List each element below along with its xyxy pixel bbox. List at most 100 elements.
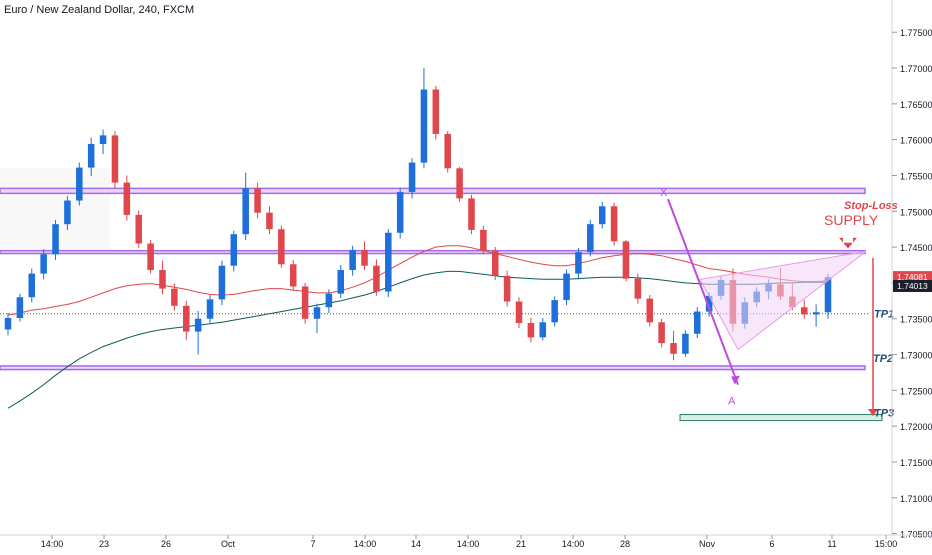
x-tick-label: 11 xyxy=(827,539,836,549)
x-tick-label: 6 xyxy=(769,539,774,549)
y-tick-label: 1.76500 xyxy=(900,100,932,110)
y-tick-label: 1.71000 xyxy=(900,494,932,504)
y-tick-label: 1.73000 xyxy=(900,351,932,361)
candle-body xyxy=(28,273,36,298)
candle-body xyxy=(278,229,285,265)
candle-body xyxy=(206,299,214,319)
candle-body xyxy=(456,168,463,199)
candle-body xyxy=(147,243,154,271)
candle-body xyxy=(408,162,416,192)
y-tick-label: 1.75000 xyxy=(900,207,932,217)
candle-body xyxy=(634,278,642,299)
candle-body xyxy=(64,200,71,225)
xa-leg xyxy=(667,198,739,385)
supply-label: SUPPLY xyxy=(824,212,879,228)
candle-body xyxy=(444,133,451,169)
candle-body xyxy=(16,297,24,318)
x-tick-label: 26 xyxy=(161,539,171,549)
tp3-label: TP3 xyxy=(874,408,894,420)
candle-body xyxy=(4,318,12,330)
candle-body xyxy=(468,198,475,230)
candle-body xyxy=(301,286,309,319)
candle-body xyxy=(242,188,249,235)
candle-body xyxy=(218,265,226,300)
candle-body xyxy=(123,182,131,215)
middle-zone xyxy=(0,249,866,255)
y-tick-label: 1.76000 xyxy=(900,136,932,146)
lower-zone xyxy=(0,365,866,371)
y-tick-label: 1.77500 xyxy=(900,28,932,38)
x-tick-label: 14:00 xyxy=(562,539,585,549)
point-a-label: A xyxy=(728,396,736,408)
wedge-pattern xyxy=(699,250,867,351)
candle-body xyxy=(159,270,166,289)
candle-body xyxy=(111,135,119,183)
tp2-label: TP2 xyxy=(873,353,893,365)
tp1-label: TP1 xyxy=(874,309,894,321)
candle-body xyxy=(539,322,547,338)
candle-body xyxy=(610,206,618,242)
y-tick-label: 1.77000 xyxy=(900,64,932,74)
x-tick-label: 23 xyxy=(99,539,109,549)
x-tick-label: Nov xyxy=(699,539,716,549)
x-tick-label: Oct xyxy=(221,539,236,549)
candle-body xyxy=(337,270,345,294)
upper-zone xyxy=(0,187,866,195)
tp3-box xyxy=(679,414,883,422)
candle-body xyxy=(385,232,392,292)
ma-price-badge xyxy=(893,279,932,292)
candle-body xyxy=(194,318,202,332)
candle-body xyxy=(420,89,428,163)
candle-body xyxy=(587,224,594,253)
candle-body xyxy=(266,212,273,230)
candle-body xyxy=(824,277,832,313)
x-tick-label: 14:00 xyxy=(354,539,377,549)
candle-body xyxy=(812,312,820,315)
ma-slow-line xyxy=(7,270,828,409)
candle-body xyxy=(551,300,558,323)
candle-body xyxy=(515,301,523,324)
x-tick-label: 14 xyxy=(411,539,421,549)
candle-body xyxy=(325,293,333,308)
candle-body xyxy=(503,275,511,302)
candle-body xyxy=(646,298,654,323)
y-tick-label: 1.72000 xyxy=(900,422,932,432)
candle-body xyxy=(373,265,380,292)
candle-body xyxy=(349,249,356,271)
candle-body xyxy=(682,333,689,354)
x-tick-label: 14:00 xyxy=(41,539,64,549)
x-tick-label: 21 xyxy=(516,539,526,549)
supply-arrow-icon xyxy=(839,237,857,249)
ma-price-label: 1.74013 xyxy=(897,281,928,291)
candle-body xyxy=(52,224,59,255)
stop-loss-label: Stop-Loss xyxy=(844,200,898,212)
candle-body xyxy=(361,249,368,266)
candle-body xyxy=(76,167,83,201)
x-tick-label: 28 xyxy=(620,539,630,549)
last-price-label: 1.74081 xyxy=(897,272,928,282)
candle-body xyxy=(396,191,404,233)
candle-body xyxy=(182,305,190,332)
candle-body xyxy=(658,322,665,344)
candle-body xyxy=(313,307,321,319)
candle-body xyxy=(622,241,630,279)
candle-body xyxy=(230,234,238,266)
y-tick-label: 1.71500 xyxy=(900,458,932,468)
x-tick-label: 15:00 xyxy=(875,539,898,549)
x-tick-label: 14:00 xyxy=(457,539,480,549)
candle-body xyxy=(575,252,582,274)
chart-title: Euro / New Zealand Dollar, 240, FXCM xyxy=(4,4,195,16)
candle-body xyxy=(480,229,487,251)
candle-body xyxy=(432,89,440,134)
candle-body xyxy=(254,188,261,213)
candle-body xyxy=(563,273,570,301)
candle-body xyxy=(289,264,297,287)
y-tick-label: 1.75500 xyxy=(900,171,932,181)
point-x-label: X xyxy=(660,187,668,199)
candle-body xyxy=(171,288,178,306)
candle-body xyxy=(705,295,713,312)
candle-body xyxy=(87,143,95,168)
candle-body xyxy=(527,323,535,338)
